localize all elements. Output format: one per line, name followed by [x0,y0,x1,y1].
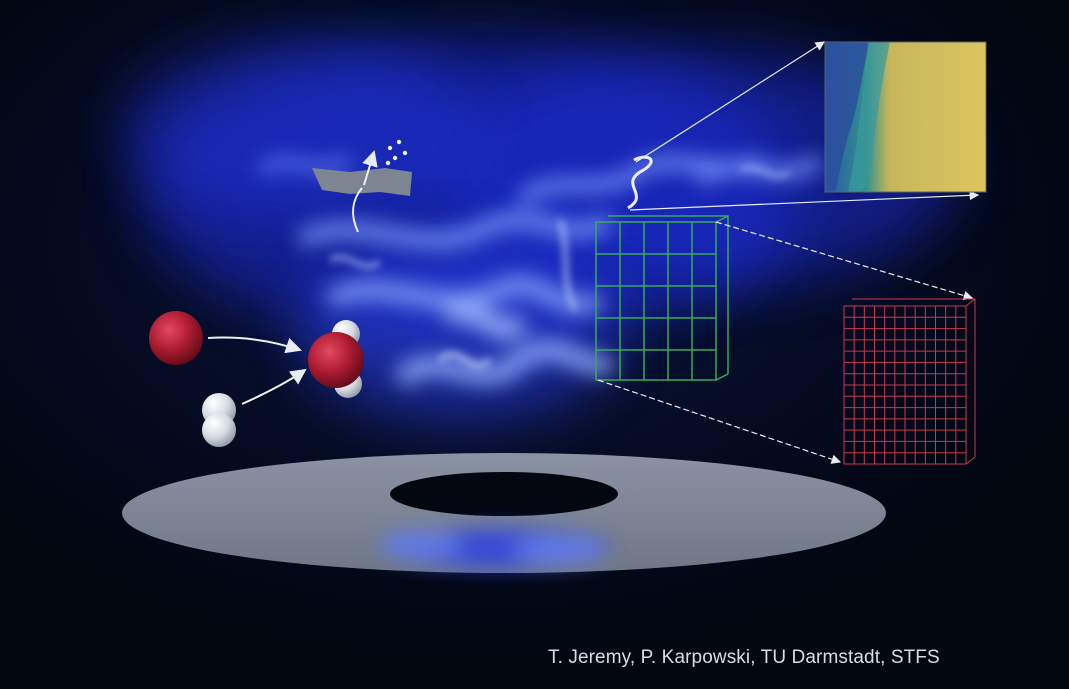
zoom-projection-lines [597,41,980,464]
reaction-arrows [207,336,307,405]
oxygen-atom [149,311,203,365]
soot-particle-illustration [312,139,412,233]
zoomed-flame-panel [824,41,987,193]
hydrogen-molecule [202,393,236,447]
image-credit: T. Jeremy, P. Karpowski, TU Darmstadt, S… [548,647,940,668]
coarse-grid [595,215,729,381]
fine-grid [843,298,976,465]
flame-filament-highlight [627,155,653,210]
water-molecule [308,320,364,398]
burner-disk [122,453,886,573]
